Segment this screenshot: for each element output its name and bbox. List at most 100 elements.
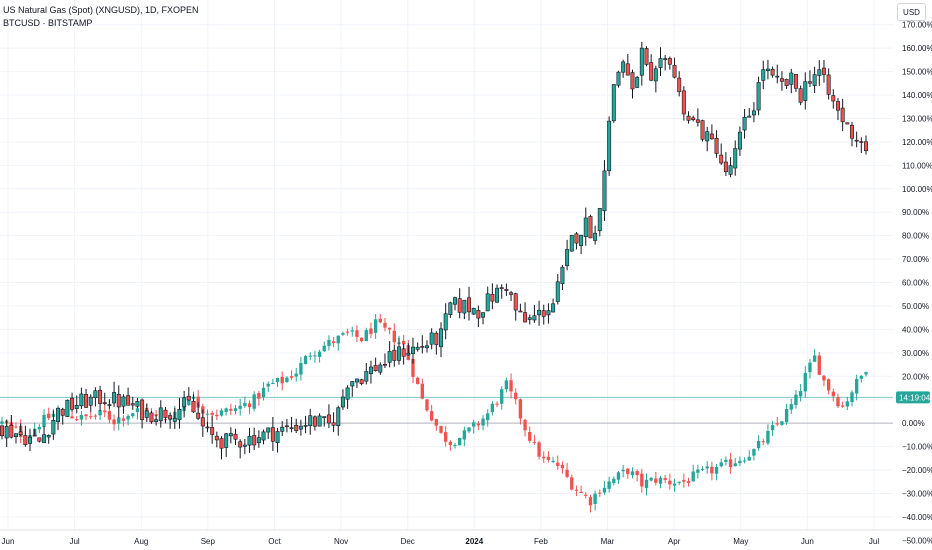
candle-body [84, 394, 89, 408]
candle-body [709, 133, 714, 140]
candle-body [75, 419, 79, 421]
candle-body [644, 479, 649, 489]
candle-body [686, 481, 691, 484]
time-tick: Jun [2, 537, 15, 546]
candle-body [630, 471, 635, 476]
candle-body [476, 423, 481, 426]
candle-body [350, 330, 354, 332]
candle-body [724, 459, 728, 462]
candle-body [761, 441, 765, 443]
candle-body [761, 69, 766, 81]
candle-body [537, 442, 541, 457]
candle-body [443, 313, 448, 331]
candle-body [845, 122, 850, 125]
candle-body [359, 337, 364, 342]
candle-body [102, 402, 107, 404]
candle-body [434, 419, 439, 426]
candle-body [280, 376, 284, 384]
candle-body [565, 469, 569, 477]
candle-body [214, 435, 219, 441]
price-tick: 160.00% [902, 44, 932, 53]
candle-body [387, 327, 392, 330]
candle-body [663, 58, 668, 60]
candle-body [299, 363, 303, 375]
candle-body [626, 468, 630, 474]
candle-body [523, 312, 528, 323]
candle-body [382, 364, 387, 366]
candle-body [200, 417, 205, 427]
candle-body [598, 492, 602, 494]
time-tick: Dec [401, 537, 415, 546]
candle-body [486, 413, 490, 421]
candle-body [817, 355, 821, 375]
candle-body [570, 477, 574, 490]
candle-body [607, 120, 612, 172]
candle-body [794, 394, 798, 406]
candle-body [420, 346, 425, 348]
candle-body [457, 298, 462, 313]
candle-body [210, 412, 214, 415]
candle-body [528, 432, 532, 441]
candle-body [368, 366, 373, 375]
candle-body [565, 249, 570, 267]
currency-selector[interactable]: USD [897, 3, 926, 21]
candle-body [317, 351, 322, 357]
price-tick: −10.00% [902, 443, 932, 452]
candle-body [158, 407, 163, 422]
candle-body [625, 63, 630, 76]
candle-body [826, 379, 831, 391]
candle-body [542, 456, 546, 459]
candle-body [639, 47, 644, 76]
candle-body [84, 414, 88, 417]
candle-body [840, 405, 845, 407]
compare-symbol-label: BTCUSD · BITSTAMP [3, 18, 93, 28]
candle-body [541, 310, 546, 317]
time-tick: May [733, 537, 748, 546]
candle-body [584, 494, 588, 496]
candle-body [616, 472, 621, 480]
candle-body [317, 415, 322, 427]
candle-body [364, 371, 369, 382]
candle-body [504, 289, 509, 291]
candle-body [775, 75, 780, 78]
candle-body [607, 481, 611, 489]
time-axis[interactable] [0, 530, 893, 550]
candle-body [700, 120, 705, 140]
candle-body [668, 480, 672, 485]
candle-body [112, 392, 117, 404]
candle-body [411, 346, 415, 354]
price-tick: 70.00% [902, 255, 929, 264]
candle-body [812, 355, 817, 362]
candle-body [719, 462, 723, 467]
candle-body [415, 346, 420, 350]
price-tick: −40.00% [902, 513, 932, 522]
candle-body [579, 491, 583, 494]
candle-body [79, 393, 84, 407]
candle-body [770, 69, 775, 76]
candle-body [205, 426, 210, 429]
price-tick: −20.00% [902, 466, 932, 475]
candle-body [252, 435, 257, 446]
candle-body [261, 387, 266, 398]
candle-body [112, 419, 116, 425]
candle-body [168, 415, 173, 420]
candle-body [513, 293, 518, 311]
candle-body [532, 441, 537, 443]
candle-body [588, 216, 593, 239]
candle-body [191, 400, 196, 413]
candle-body [163, 409, 168, 418]
price-tick: 150.00% [902, 68, 932, 77]
candle-body [126, 395, 131, 406]
candle-body [691, 471, 695, 482]
candle-body [308, 415, 313, 427]
candle-body [458, 438, 462, 446]
candle-body [294, 373, 298, 377]
candle-body [270, 427, 275, 442]
candle-body [238, 405, 242, 409]
candle-body [411, 358, 415, 377]
price-axis[interactable] [893, 0, 932, 550]
candle-body [308, 355, 312, 357]
candle-body [196, 412, 201, 419]
price-tick: 110.00% [902, 161, 932, 170]
